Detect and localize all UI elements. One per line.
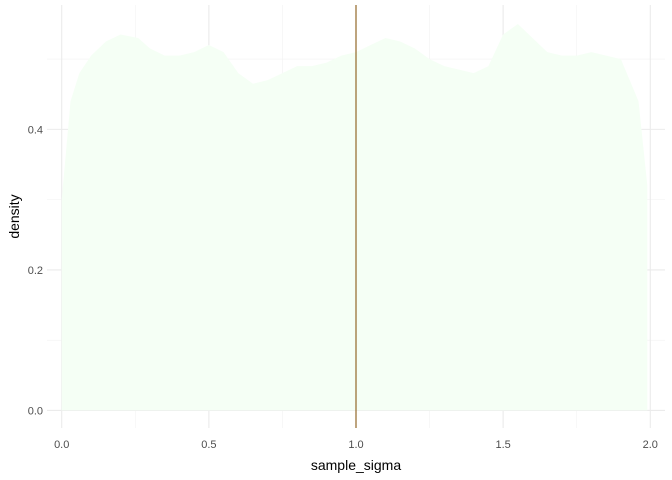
y-tick-label: 0.0 bbox=[28, 405, 43, 417]
y-tick-label: 0.4 bbox=[28, 124, 43, 136]
density-area bbox=[61, 23, 648, 411]
x-tick-label: 2.0 bbox=[643, 439, 658, 451]
y-axis-title: density bbox=[6, 194, 22, 238]
x-axis-ticks: 0.0 0.5 1.0 1.5 2.0 bbox=[54, 439, 658, 451]
x-tick-label: 1.5 bbox=[495, 439, 510, 451]
y-tick-label: 0.2 bbox=[28, 265, 43, 277]
x-tick-label: 0.0 bbox=[54, 439, 69, 451]
x-axis-title: sample_sigma bbox=[311, 457, 401, 473]
x-tick-label: 0.5 bbox=[201, 439, 216, 451]
y-axis-ticks: 0.0 0.2 0.4 bbox=[28, 124, 43, 417]
x-tick-label: 1.0 bbox=[348, 439, 363, 451]
